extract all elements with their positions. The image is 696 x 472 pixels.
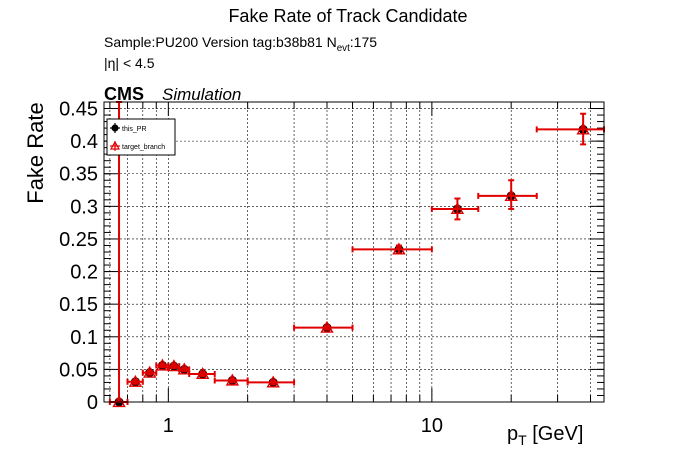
y-tick-label: 0.05 [59,359,98,381]
y-tick-label: 0 [87,392,98,414]
y-tick-label: 0.2 [70,262,98,284]
x-axis-label: pT [GeV] [507,423,583,448]
data-point [177,362,192,375]
data-point [504,188,518,202]
series-this_PR [109,102,604,407]
eta-cut-label: |η| < 4.5 [104,55,155,71]
grid-layer [104,102,604,403]
y-tick-label: 0.25 [59,229,98,251]
data-point [195,367,210,380]
plot-frame [103,101,605,403]
sample-label: Sample:PU200 Version tag:b38b81 Nevt:175 [104,34,377,54]
legend-marker [111,124,119,132]
y-tick-label: 0.35 [59,164,98,186]
data-point [576,122,590,135]
data-point [225,373,240,386]
x-axis-label-unit: [GeV] [526,423,584,445]
data-point [320,320,334,333]
nevt-subscript: evt [336,42,350,54]
y-tick-label: 0.4 [70,131,98,153]
series-target_branch [108,101,605,408]
data-point [167,359,181,372]
series-layer [108,101,605,408]
data-point [143,365,157,378]
data-point [155,358,170,371]
cms-label: CMS [104,84,144,104]
legend: this_PR target_branch [106,118,176,156]
tick-layer: 0 0.05 0.1 0.15 0.2 0.25 0.3 0.35 0.4 0.45 1 10 [59,99,604,437]
legend-label: this_PR [122,126,147,133]
data-point [392,242,406,255]
chart-title: Fake Rate of Track Candidate [228,6,468,26]
y-tick-label: 0.45 [59,99,98,121]
simulation-label: Simulation [162,85,242,104]
legend-marker [109,140,121,150]
nevt-value: :175 [349,34,378,50]
x-tick-label: 1 [163,415,174,437]
sample-text: Sample:PU200 Version tag:b38b81 N [104,34,337,50]
data-point [112,395,126,408]
legend-box [106,118,176,156]
y-tick-label: 0.15 [59,294,98,316]
data-point [266,375,280,388]
x-axis-label-main: p [507,423,519,445]
data-point [128,374,143,387]
y-tick-label: 0.3 [70,196,98,218]
x-tick-label: 10 [421,415,443,437]
y-tick-label: 0.1 [70,327,98,349]
legend-label: target_branch [122,144,165,151]
x-axis-label-sub: T [518,432,527,448]
data-point [450,202,465,215]
